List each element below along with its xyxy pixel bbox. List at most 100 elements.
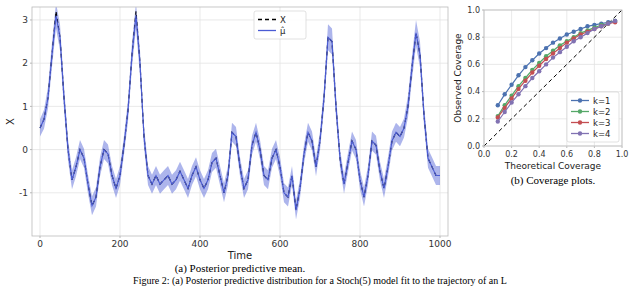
- plot-area: [40, 7, 440, 220]
- grid-line: [511, 10, 512, 146]
- point: [523, 84, 527, 88]
- legend-label: k=4: [593, 129, 610, 139]
- grid-line: [360, 7, 361, 236]
- x-tick-label: 600: [271, 239, 288, 249]
- x-tick-label: 400: [191, 239, 208, 249]
- legend-marker: [578, 109, 582, 113]
- series-line: [40, 16, 440, 210]
- x-tick-label: 0.0: [478, 150, 491, 159]
- y-tick-label: 0.2: [467, 115, 480, 124]
- subfigure-caption: (a) Posterior predictive mean.: [175, 262, 306, 275]
- x-axis-label: Theoretical Coverage: [504, 161, 602, 171]
- grid-line: [120, 7, 121, 236]
- point: [516, 87, 520, 91]
- point: [592, 27, 596, 31]
- grid-line: [484, 64, 622, 65]
- point: [544, 57, 548, 61]
- legend-swatch: [258, 30, 276, 31]
- point: [558, 36, 562, 40]
- point: [503, 92, 507, 96]
- series-line: [498, 21, 615, 122]
- point: [537, 69, 541, 73]
- subfigure-caption: (b) Coverage plots.: [511, 174, 596, 187]
- point: [592, 27, 596, 31]
- grid-line: [440, 7, 441, 236]
- legend-marker: [578, 131, 582, 135]
- series-line: [498, 21, 615, 116]
- figure: 02004006008001000-10123TimeX(a) Posterio…: [0, 0, 640, 286]
- x-tick-label: 200: [111, 239, 128, 249]
- y-tick-label: 0.4: [467, 87, 480, 96]
- point: [613, 19, 617, 23]
- point: [565, 45, 569, 49]
- point: [578, 35, 582, 39]
- x-tick-label: 0: [37, 239, 43, 249]
- point: [551, 55, 555, 59]
- point: [530, 58, 534, 62]
- x-tick-label: 0.4: [533, 150, 546, 159]
- chart-panel: 0.0 0.2 0.4 0.6 0.8 1.0 0.0 0.2 0.4 0.6 0.8 1.0 Theo…: [453, 6, 628, 187]
- legend-label: X: [280, 15, 286, 25]
- x-axis-label: Time: [227, 250, 252, 261]
- point: [578, 27, 582, 31]
- grid-line: [32, 19, 448, 20]
- point: [558, 50, 562, 54]
- y-tick-label: 0.6: [467, 60, 480, 69]
- point: [599, 24, 603, 28]
- point: [613, 19, 617, 23]
- grid-line: [484, 37, 622, 38]
- x-tick-label: 0.2: [505, 150, 518, 159]
- legend: Xμ̂: [254, 11, 306, 39]
- x-tick-label: 1000: [429, 239, 452, 249]
- y-tick-label: 0: [22, 145, 28, 155]
- point: [606, 21, 610, 25]
- point: [537, 51, 541, 55]
- point: [523, 65, 527, 69]
- y-axis-label: X: [5, 118, 16, 125]
- plot-area: [484, 10, 622, 146]
- y-tick-label: 1: [22, 102, 28, 112]
- point: [606, 21, 610, 25]
- figure-caption: Figure 2: (a) Posterior predictive distr…: [133, 275, 507, 286]
- point: [509, 100, 513, 104]
- chart-panel: 02004006008001000-10123TimeX(a) Posterio…: [5, 3, 452, 275]
- grid-line: [32, 149, 448, 150]
- series-line: [40, 11, 440, 210]
- reference-line: [484, 10, 622, 146]
- x-tick-label: 1.0: [616, 150, 629, 159]
- point: [572, 39, 576, 43]
- legend-label: k=1: [593, 96, 610, 106]
- legend-box: [567, 92, 619, 142]
- y-tick-label: 2: [22, 58, 28, 68]
- point: [572, 30, 576, 34]
- y-axis-label: Observed Coverage: [453, 33, 463, 123]
- point: [496, 103, 500, 107]
- point: [509, 83, 513, 87]
- point: [503, 110, 507, 114]
- point: [516, 92, 520, 96]
- x-tick-label: 800: [351, 239, 368, 249]
- legend: k=1k=2k=3k=4: [567, 92, 619, 142]
- point: [565, 32, 569, 36]
- series-line: [498, 22, 615, 117]
- grid-line: [200, 7, 201, 236]
- point: [585, 24, 589, 28]
- point: [544, 46, 548, 50]
- point: [523, 79, 527, 83]
- legend-box: [254, 11, 306, 39]
- legend-label: k=3: [593, 118, 610, 128]
- legend-marker: [578, 120, 582, 124]
- point: [530, 76, 534, 80]
- plot-background: [484, 10, 622, 146]
- point: [565, 40, 569, 44]
- plot-background: [32, 7, 448, 236]
- y-tick-label: 0.8: [467, 33, 480, 42]
- point: [613, 19, 617, 23]
- x-tick-label: 0.8: [588, 150, 601, 159]
- y-tick-label: 1.0: [467, 6, 480, 15]
- error-band: [40, 7, 440, 220]
- y-tick-label: 0.0: [467, 142, 480, 151]
- x-tick-label: 0.6: [560, 150, 573, 159]
- point: [585, 31, 589, 35]
- point: [516, 73, 520, 77]
